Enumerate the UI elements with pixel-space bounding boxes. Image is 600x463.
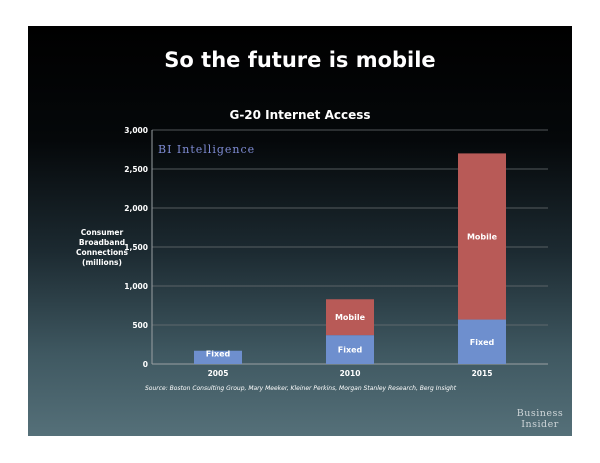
segment-label: Fixed	[338, 346, 363, 355]
y-axis-label-line: (millions)	[82, 258, 122, 267]
segment-label: Mobile	[467, 232, 498, 241]
y-tick-label: 3,000	[124, 126, 148, 135]
y-tick-label: 500	[132, 321, 148, 330]
bar-fixed-2015	[458, 319, 506, 364]
bar-fixed-2005	[194, 350, 242, 364]
logo-line: Business	[516, 408, 564, 419]
y-tick-label: 2,500	[124, 165, 148, 174]
y-tick-label: 1,000	[124, 282, 148, 291]
y-tick-label: 1,500	[124, 243, 148, 252]
slide-headline: So the future is mobile	[164, 48, 436, 72]
logo-line: Insider	[521, 419, 559, 430]
business-insider-logo: Business Insider	[508, 408, 572, 430]
segment-label: Fixed	[470, 338, 495, 347]
segment-label: Fixed	[206, 350, 231, 359]
slide: So the future is mobile G-20 Internet Ac…	[28, 26, 572, 436]
bi-intelligence-watermark: BI Intelligence	[158, 143, 255, 156]
x-tick-label: 2010	[340, 369, 361, 378]
y-tick-label: 2,000	[124, 204, 148, 213]
bar-fixed-2010	[326, 335, 374, 364]
chart-title: G-20 Internet Access	[229, 108, 371, 122]
bar-chart: 0 500 1,000 1,500 2,000 2,500 3,000 BI Intellig…	[124, 126, 548, 378]
source-note: Source: Boston Consulting Group, Mary Me…	[145, 385, 457, 392]
bar-mobile-2015	[458, 153, 506, 320]
y-axis-label-line: Connections	[76, 248, 128, 257]
segment-label: Mobile	[335, 313, 366, 322]
x-tick-label: 2015	[472, 369, 493, 378]
y-axis-label-line: Consumer	[80, 228, 124, 237]
bar-mobile-2010	[326, 299, 374, 336]
y-tick-label: 0	[143, 360, 148, 369]
y-axis-label-line: Broadband	[78, 238, 126, 247]
x-tick-label: 2005	[208, 369, 229, 378]
y-axis-label: Consumer Broadband Connections (millions…	[62, 228, 142, 268]
